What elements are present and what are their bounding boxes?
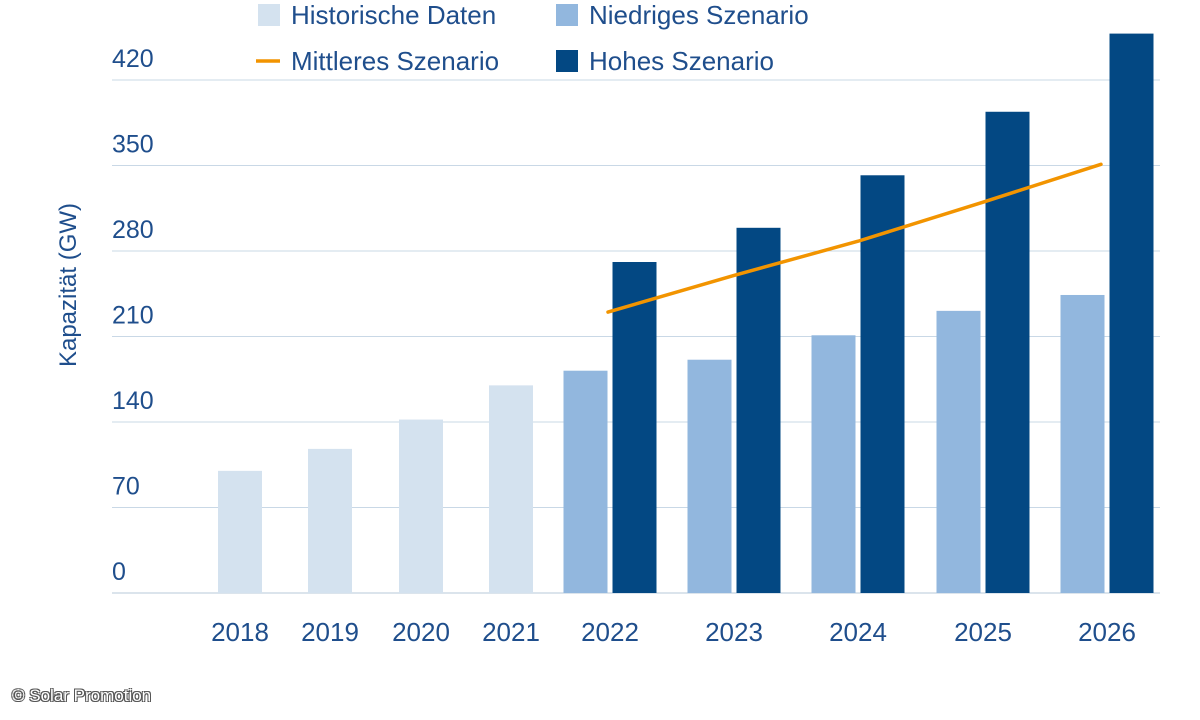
x-tick-label-2018: 2018 [211, 617, 269, 647]
bar-niedrig-2025 [936, 310, 981, 593]
bar-hoch-2022 [612, 262, 657, 593]
y-tick-label-0: 0 [112, 558, 126, 586]
y-tick-label-140: 140 [112, 387, 154, 415]
x-tick-label-2022: 2022 [581, 617, 639, 647]
x-tick-label-2024: 2024 [829, 617, 887, 647]
x-tick-label-2020: 2020 [392, 617, 450, 647]
legend-niedriges-szenario-label: Niedriges Szenario [589, 0, 809, 30]
bar-historisch-2021 [489, 385, 533, 593]
bar-niedrig-2022 [563, 370, 608, 593]
bar-hoch-2025 [985, 111, 1030, 593]
x-axis-tick-labels: 2018 2019 2020 2021 2022 2023 2024 2025 2026 [211, 617, 1136, 647]
bar-historisch-2020 [399, 419, 443, 593]
legend-historische-daten-swatch [258, 4, 280, 26]
mittleres-szenario-line-layer [606, 162, 1103, 314]
legend-hohes-szenario-swatch [556, 50, 578, 72]
bar-niedrig-2026 [1060, 294, 1105, 593]
bar-niedrig-2024 [811, 335, 856, 593]
bar-historisch-2018 [218, 470, 262, 593]
legend-hohes-szenario-label: Hohes Szenario [589, 46, 774, 76]
y-axis-label: Kapazität (GW) [55, 203, 82, 367]
bar-hoch-2026 [1109, 33, 1154, 593]
y-tick-label-70: 70 [112, 473, 140, 501]
legend-mittleres-szenario-label: Mittleres Szenario [291, 46, 499, 76]
legend-niedriges-szenario-swatch [556, 4, 578, 26]
x-tick-label-2025: 2025 [954, 617, 1012, 647]
copyright-credit: © Solar Promotion [12, 686, 152, 705]
legend-historische-daten-label: Historische Daten [291, 0, 496, 30]
x-tick-label-2023: 2023 [705, 617, 763, 647]
y-tick-label-350: 350 [112, 131, 154, 159]
legend: Historische Daten Niedriges Szenario Mittl… [256, 0, 809, 76]
bar-historisch-2019 [308, 448, 352, 593]
x-tick-label-2021: 2021 [482, 617, 540, 647]
y-tick-label-210: 210 [112, 302, 154, 330]
y-tick-label-420: 420 [112, 45, 154, 73]
y-tick-label-280: 280 [112, 216, 154, 244]
x-tick-label-2019: 2019 [301, 617, 359, 647]
y-axis-tick-labels: 0 70 140 210 280 350 420 [112, 45, 154, 586]
bar-niedrig-2023 [687, 359, 732, 593]
x-tick-label-2026: 2026 [1078, 617, 1136, 647]
bar-hoch-2023 [736, 227, 781, 594]
bars [218, 33, 1154, 594]
bar-hoch-2024 [860, 175, 905, 594]
